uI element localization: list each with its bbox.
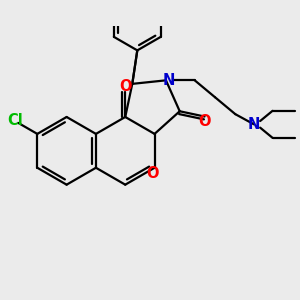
Text: O: O [119, 79, 131, 94]
Text: N: N [248, 117, 260, 132]
Text: N: N [163, 73, 176, 88]
Text: O: O [146, 166, 159, 181]
Text: O: O [198, 114, 211, 129]
Text: Cl: Cl [7, 113, 23, 128]
